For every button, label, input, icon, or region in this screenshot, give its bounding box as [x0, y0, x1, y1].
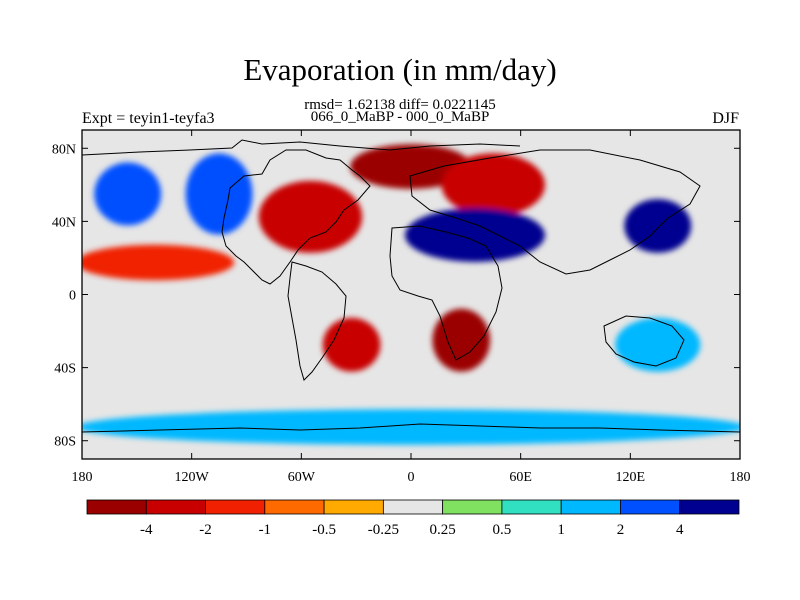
field-region — [432, 308, 491, 372]
field-region — [624, 199, 692, 253]
colorbar-label: -0.25 — [368, 522, 399, 538]
lat-tick-label: 80S — [54, 435, 76, 450]
lat-tick-label: 80N — [52, 142, 76, 157]
comparison-line: 066_0_MaBP - 000_0_MaBP — [310, 109, 490, 125]
colorbar-box — [442, 499, 503, 515]
field-region — [185, 153, 253, 235]
colorbar-box — [86, 499, 147, 515]
lon-tick-label: 60W — [288, 470, 316, 485]
colorbar-label: 4 — [676, 522, 684, 538]
field-region — [350, 144, 472, 189]
lon-tick-label: 180 — [72, 470, 93, 485]
colorbar-box — [620, 499, 681, 515]
colorbar: -4 -2 -1 -0.5 -0.25 0.25 0.5 1 2 4 — [86, 499, 740, 538]
coastlines — [82, 139, 740, 433]
lon-tick-label: 60E — [509, 470, 532, 485]
colorbar-box — [382, 499, 444, 515]
colorbar-box — [679, 499, 740, 515]
field-region — [94, 162, 162, 226]
lat-tick-label: 40S — [54, 362, 76, 377]
lon-tick-label: 120W — [175, 470, 210, 485]
field-region — [441, 153, 545, 217]
colorbar-label: -0.5 — [312, 522, 336, 538]
colorbar-box — [264, 499, 325, 515]
map-title: Evaporation (in mm/day) — [243, 52, 557, 87]
colorbar-box — [323, 499, 384, 515]
lat-tick-label: 0 — [69, 289, 76, 304]
colorbar-box — [501, 499, 562, 515]
colorbar-label: 0.5 — [493, 522, 512, 538]
stats-line: rmsd= 1.62138 diff= 0.0221145 — [304, 97, 496, 113]
lon-tick-label: 0 — [408, 470, 415, 485]
colorbar-label: 0.25 — [430, 522, 456, 538]
field-region — [258, 180, 363, 253]
field-region — [615, 317, 701, 372]
field-region — [322, 317, 381, 372]
season-label: DJF — [712, 110, 739, 127]
map-axes: 180 120W 60W 0 60E 120E 180 80N 40N 0 40S 80S — [52, 130, 751, 485]
colorbar-label: 2 — [617, 522, 625, 538]
experiment-label: Expt = teyin1-teyfa3 — [82, 110, 215, 127]
colorbar-box — [205, 499, 266, 515]
lon-tick-label: 180 — [730, 470, 751, 485]
colorbar-box — [560, 499, 621, 515]
lon-tick-label: 120E — [616, 470, 646, 485]
colorbar-box — [145, 499, 206, 515]
colorbar-label: -2 — [199, 522, 212, 538]
lat-tick-label: 40N — [52, 215, 76, 230]
field-region — [405, 208, 545, 262]
colorbar-label: -4 — [140, 522, 153, 538]
anomaly-field — [82, 130, 740, 459]
field-region — [82, 244, 235, 281]
colorbar-label: -1 — [259, 522, 272, 538]
field-region — [82, 409, 740, 445]
colorbar-label: 1 — [557, 522, 565, 538]
